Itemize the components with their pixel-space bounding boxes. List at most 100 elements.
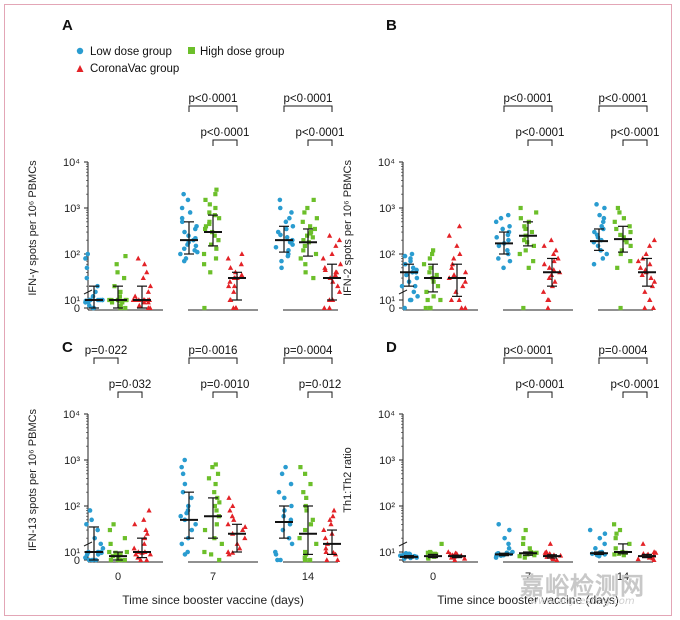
x-tick-label: 14	[302, 571, 314, 583]
data-point-high	[219, 541, 224, 546]
data-point-corona	[546, 265, 553, 270]
significance-bracket	[503, 357, 553, 364]
data-point-low	[602, 541, 607, 547]
data-point-high	[202, 262, 207, 267]
significance-bracket	[527, 139, 553, 146]
data-point-low	[85, 251, 91, 257]
data-point-high	[213, 462, 218, 467]
p-value-label: p<0·0001	[296, 127, 345, 139]
significance-bracket	[188, 357, 238, 364]
data-point-corona	[227, 278, 233, 284]
data-point-corona	[642, 289, 648, 294]
data-point-high	[612, 522, 617, 527]
data-point-corona	[460, 283, 466, 289]
y-axis-label: IFN-2 spots per 10⁶ PBMCs	[342, 160, 354, 296]
axis-break	[83, 289, 93, 295]
data-point-low	[506, 546, 512, 551]
data-point-low	[286, 251, 291, 257]
y-tick-label: 10¹	[379, 547, 395, 559]
data-point-high	[117, 294, 122, 299]
data-point-high	[207, 210, 212, 215]
data-point-low	[411, 289, 417, 295]
data-point-corona	[321, 527, 327, 533]
data-point-corona	[141, 517, 147, 522]
data-point-corona	[144, 557, 150, 562]
data-point-corona	[327, 517, 333, 522]
data-point-low	[602, 531, 608, 536]
data-point-corona	[651, 237, 657, 243]
data-point-low	[87, 508, 93, 513]
data-point-corona	[227, 265, 234, 270]
data-point-low	[507, 224, 512, 229]
data-point-low	[408, 256, 413, 261]
significance-bracket	[503, 105, 553, 112]
data-point-high	[314, 216, 319, 221]
data-point-high	[518, 216, 523, 221]
data-point-high	[431, 248, 436, 253]
data-point-corona	[551, 251, 557, 256]
data-point-corona	[136, 302, 142, 308]
significance-bracket	[307, 391, 333, 398]
y-tick-label: 0	[389, 303, 395, 315]
y-tick-label: 10²	[379, 501, 395, 513]
data-point-low	[179, 464, 184, 470]
data-point-high	[302, 557, 308, 563]
legend-marker-corona	[76, 65, 84, 72]
data-point-low	[193, 243, 199, 249]
axis-break	[398, 541, 408, 547]
data-point-low	[275, 229, 281, 235]
data-point-high	[428, 305, 433, 311]
watermark-url: www.anytesting.com	[530, 596, 635, 607]
data-point-corona	[233, 305, 239, 310]
data-point-low	[283, 464, 288, 470]
p-value-label: p<0·0001	[504, 93, 553, 105]
data-point-low	[592, 229, 597, 235]
data-point-low	[186, 503, 191, 509]
data-point-low	[505, 248, 510, 253]
data-point-low	[506, 229, 512, 235]
data-point-high	[202, 305, 207, 311]
data-point-low	[84, 522, 89, 527]
data-point-high	[527, 546, 532, 551]
data-point-high	[618, 232, 623, 238]
data-point-high	[314, 541, 319, 546]
data-point-low	[496, 522, 501, 527]
data-point-low	[493, 219, 499, 225]
data-point-high	[526, 265, 531, 270]
p-value-label: p<0·0001	[189, 93, 238, 105]
watermark-logo: 嘉峪检测网	[520, 572, 645, 600]
data-point-high	[621, 235, 626, 240]
data-point-low	[192, 248, 197, 253]
data-point-high	[615, 265, 620, 270]
data-point-high	[614, 531, 619, 536]
data-point-low	[594, 232, 600, 238]
y-tick-label: 10⁴	[63, 409, 80, 421]
y-tick-label: 10⁴	[63, 157, 80, 169]
data-point-high	[308, 229, 314, 235]
data-point-corona	[635, 258, 641, 264]
data-point-corona	[548, 237, 554, 243]
data-point-high	[612, 552, 617, 557]
data-point-low	[402, 305, 407, 311]
data-point-low	[289, 541, 295, 547]
data-point-corona	[334, 269, 340, 275]
data-point-low	[180, 471, 186, 477]
data-point-corona	[144, 269, 150, 275]
data-point-low	[277, 205, 283, 211]
data-point-corona	[540, 289, 547, 294]
axis-break	[398, 289, 408, 295]
data-point-high	[111, 522, 116, 527]
data-point-high	[521, 536, 526, 541]
data-point-high	[300, 219, 305, 224]
y-axis-label: Th1:Th2 ratio	[342, 447, 354, 512]
data-point-corona	[651, 549, 657, 554]
data-point-corona	[462, 269, 469, 275]
data-point-high	[439, 541, 444, 546]
data-point-high	[301, 490, 306, 495]
significance-annotations: p<0·0001 p<0·0001 p<0·0001 p<0·0001	[503, 93, 659, 146]
data-point-corona	[640, 550, 646, 556]
significance-annotations: p=0·022 p=0·032 p=0·0016 p=0·0010 p=0·0004 p=…	[85, 345, 341, 398]
data-point-corona	[323, 549, 329, 554]
data-point-high	[207, 221, 212, 227]
panel-letter: B	[386, 17, 397, 34]
